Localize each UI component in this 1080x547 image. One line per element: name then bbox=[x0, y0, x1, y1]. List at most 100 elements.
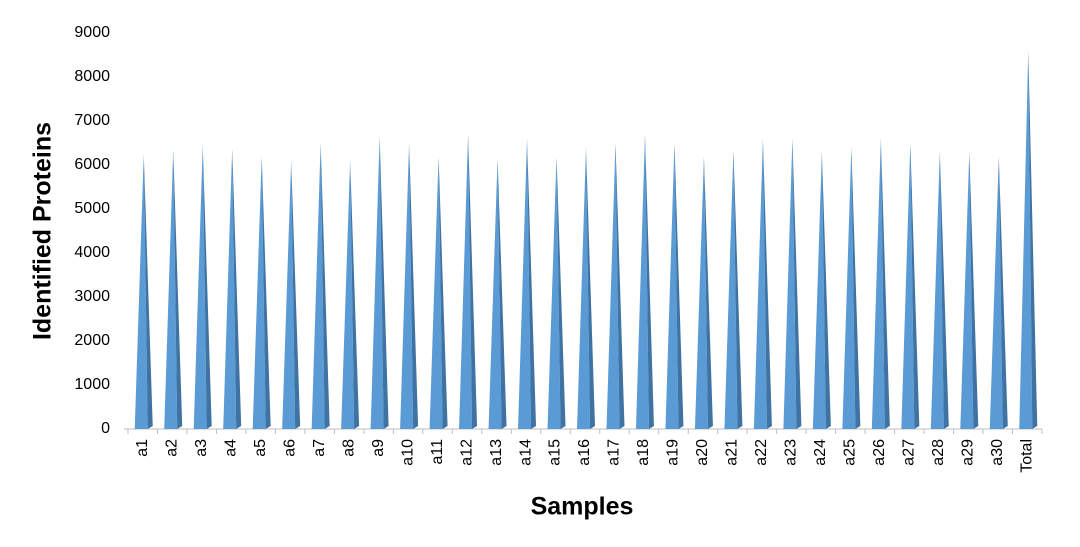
pyramid-side bbox=[1028, 50, 1038, 429]
pyramid-front bbox=[694, 156, 708, 429]
pyramid-bar bbox=[134, 154, 153, 429]
x-tick-label: a17 bbox=[606, 439, 623, 466]
pyramid-side bbox=[232, 148, 242, 429]
pyramid-bar bbox=[223, 148, 242, 429]
pyramid-front bbox=[1019, 50, 1033, 429]
x-tick-label: a18 bbox=[635, 439, 652, 466]
x-tick-label: a25 bbox=[842, 439, 859, 466]
x-tick-label: a1 bbox=[134, 439, 151, 457]
pyramid-front bbox=[724, 149, 738, 429]
y-tick-label: 3000 bbox=[74, 288, 110, 305]
pyramid-side bbox=[615, 143, 625, 429]
pyramid-side bbox=[851, 147, 861, 429]
pyramid-side bbox=[350, 160, 360, 429]
x-tick-label: a30 bbox=[989, 439, 1006, 466]
pyramid-bar bbox=[930, 151, 949, 430]
pyramid-bar bbox=[724, 149, 743, 429]
pyramid-bar bbox=[193, 145, 212, 429]
x-tick-label: a22 bbox=[753, 439, 770, 466]
pyramid-bar bbox=[1019, 50, 1038, 429]
x-tick-label: Total bbox=[1018, 439, 1035, 473]
y-tick-label: 2000 bbox=[74, 332, 110, 349]
pyramid-front bbox=[370, 136, 384, 429]
pyramid-bar bbox=[871, 138, 890, 429]
pyramid-side bbox=[703, 156, 713, 429]
pyramid-front bbox=[577, 147, 590, 429]
pyramid-side bbox=[202, 145, 212, 429]
x-tick-label: a4 bbox=[222, 439, 239, 457]
pyramid-side bbox=[379, 136, 389, 429]
pyramid-bar bbox=[164, 149, 183, 429]
pyramid-side bbox=[438, 156, 448, 429]
pyramid-side bbox=[497, 158, 507, 429]
pyramid-side bbox=[320, 143, 330, 429]
pyramid-side bbox=[910, 143, 920, 429]
pyramid-side bbox=[939, 151, 949, 430]
x-tick-label: a2 bbox=[163, 439, 180, 457]
pyramid-bar bbox=[694, 156, 713, 429]
x-axis-title: Samples bbox=[531, 493, 634, 521]
x-tick-label: a13 bbox=[488, 439, 505, 466]
x-tick-label: a19 bbox=[665, 439, 682, 466]
pyramid-front bbox=[635, 134, 649, 429]
x-tick-label: a24 bbox=[812, 439, 829, 466]
pyramid-side bbox=[674, 143, 684, 429]
pyramid-bar bbox=[488, 158, 507, 429]
pyramid-front bbox=[547, 156, 561, 429]
pyramid-front bbox=[252, 156, 266, 429]
y-tick-label: 0 bbox=[101, 420, 110, 437]
pyramid-bar bbox=[812, 151, 831, 430]
x-tick-label: a9 bbox=[370, 439, 387, 457]
pyramid-side bbox=[586, 147, 595, 429]
pyramid-front bbox=[812, 151, 826, 430]
pyramid-front bbox=[518, 138, 532, 429]
pyramid-side bbox=[792, 138, 802, 429]
pyramid-front bbox=[400, 143, 414, 429]
pyramid-front bbox=[960, 151, 974, 430]
pyramid-bar bbox=[842, 147, 861, 429]
y-tick-label: 5000 bbox=[74, 200, 110, 217]
x-tick-label: a23 bbox=[783, 439, 800, 466]
pyramid-front bbox=[665, 143, 679, 429]
pyramid-front bbox=[989, 156, 1003, 429]
y-tick-label: 9000 bbox=[74, 24, 110, 41]
pyramid-bar bbox=[606, 143, 625, 429]
x-tick-label: a3 bbox=[193, 439, 210, 457]
pyramid-bar bbox=[635, 134, 654, 429]
pyramid-bar bbox=[577, 147, 595, 429]
pyramid-bar bbox=[311, 143, 330, 429]
pyramid-side bbox=[468, 134, 478, 429]
pyramid-front bbox=[193, 145, 207, 429]
pyramid-bar bbox=[400, 143, 419, 429]
pyramid-side bbox=[969, 151, 979, 430]
x-tick-label: a28 bbox=[930, 439, 947, 466]
x-tick-label: a27 bbox=[901, 439, 918, 466]
x-tick-label: a16 bbox=[576, 439, 593, 466]
pyramid-bar bbox=[252, 156, 271, 429]
pyramid-front bbox=[901, 143, 915, 429]
pyramid-front bbox=[223, 148, 237, 429]
pyramid-front bbox=[488, 158, 502, 429]
pyramid-bar bbox=[665, 143, 684, 429]
pyramid-side bbox=[998, 156, 1008, 429]
x-tick-label: a29 bbox=[960, 439, 977, 466]
x-tick-label: a8 bbox=[340, 439, 357, 457]
pyramid-side bbox=[556, 156, 566, 429]
pyramid-front bbox=[606, 143, 620, 429]
pyramid-bar bbox=[518, 138, 537, 429]
pyramid-side bbox=[733, 149, 743, 429]
pyramid-side bbox=[291, 160, 301, 429]
y-axis-title: Identified Proteins bbox=[29, 122, 57, 340]
pyramid-side bbox=[173, 149, 183, 429]
pyramid-front bbox=[459, 134, 473, 429]
pyramid-front bbox=[311, 143, 325, 429]
pyramid-front bbox=[753, 138, 767, 429]
y-tick-label: 1000 bbox=[74, 376, 110, 393]
pyramid-side bbox=[527, 138, 537, 429]
pyramid-bar bbox=[459, 134, 478, 429]
x-tick-label: a20 bbox=[694, 439, 711, 466]
x-tick-label: a7 bbox=[311, 439, 328, 457]
pyramid-bar bbox=[282, 160, 301, 429]
